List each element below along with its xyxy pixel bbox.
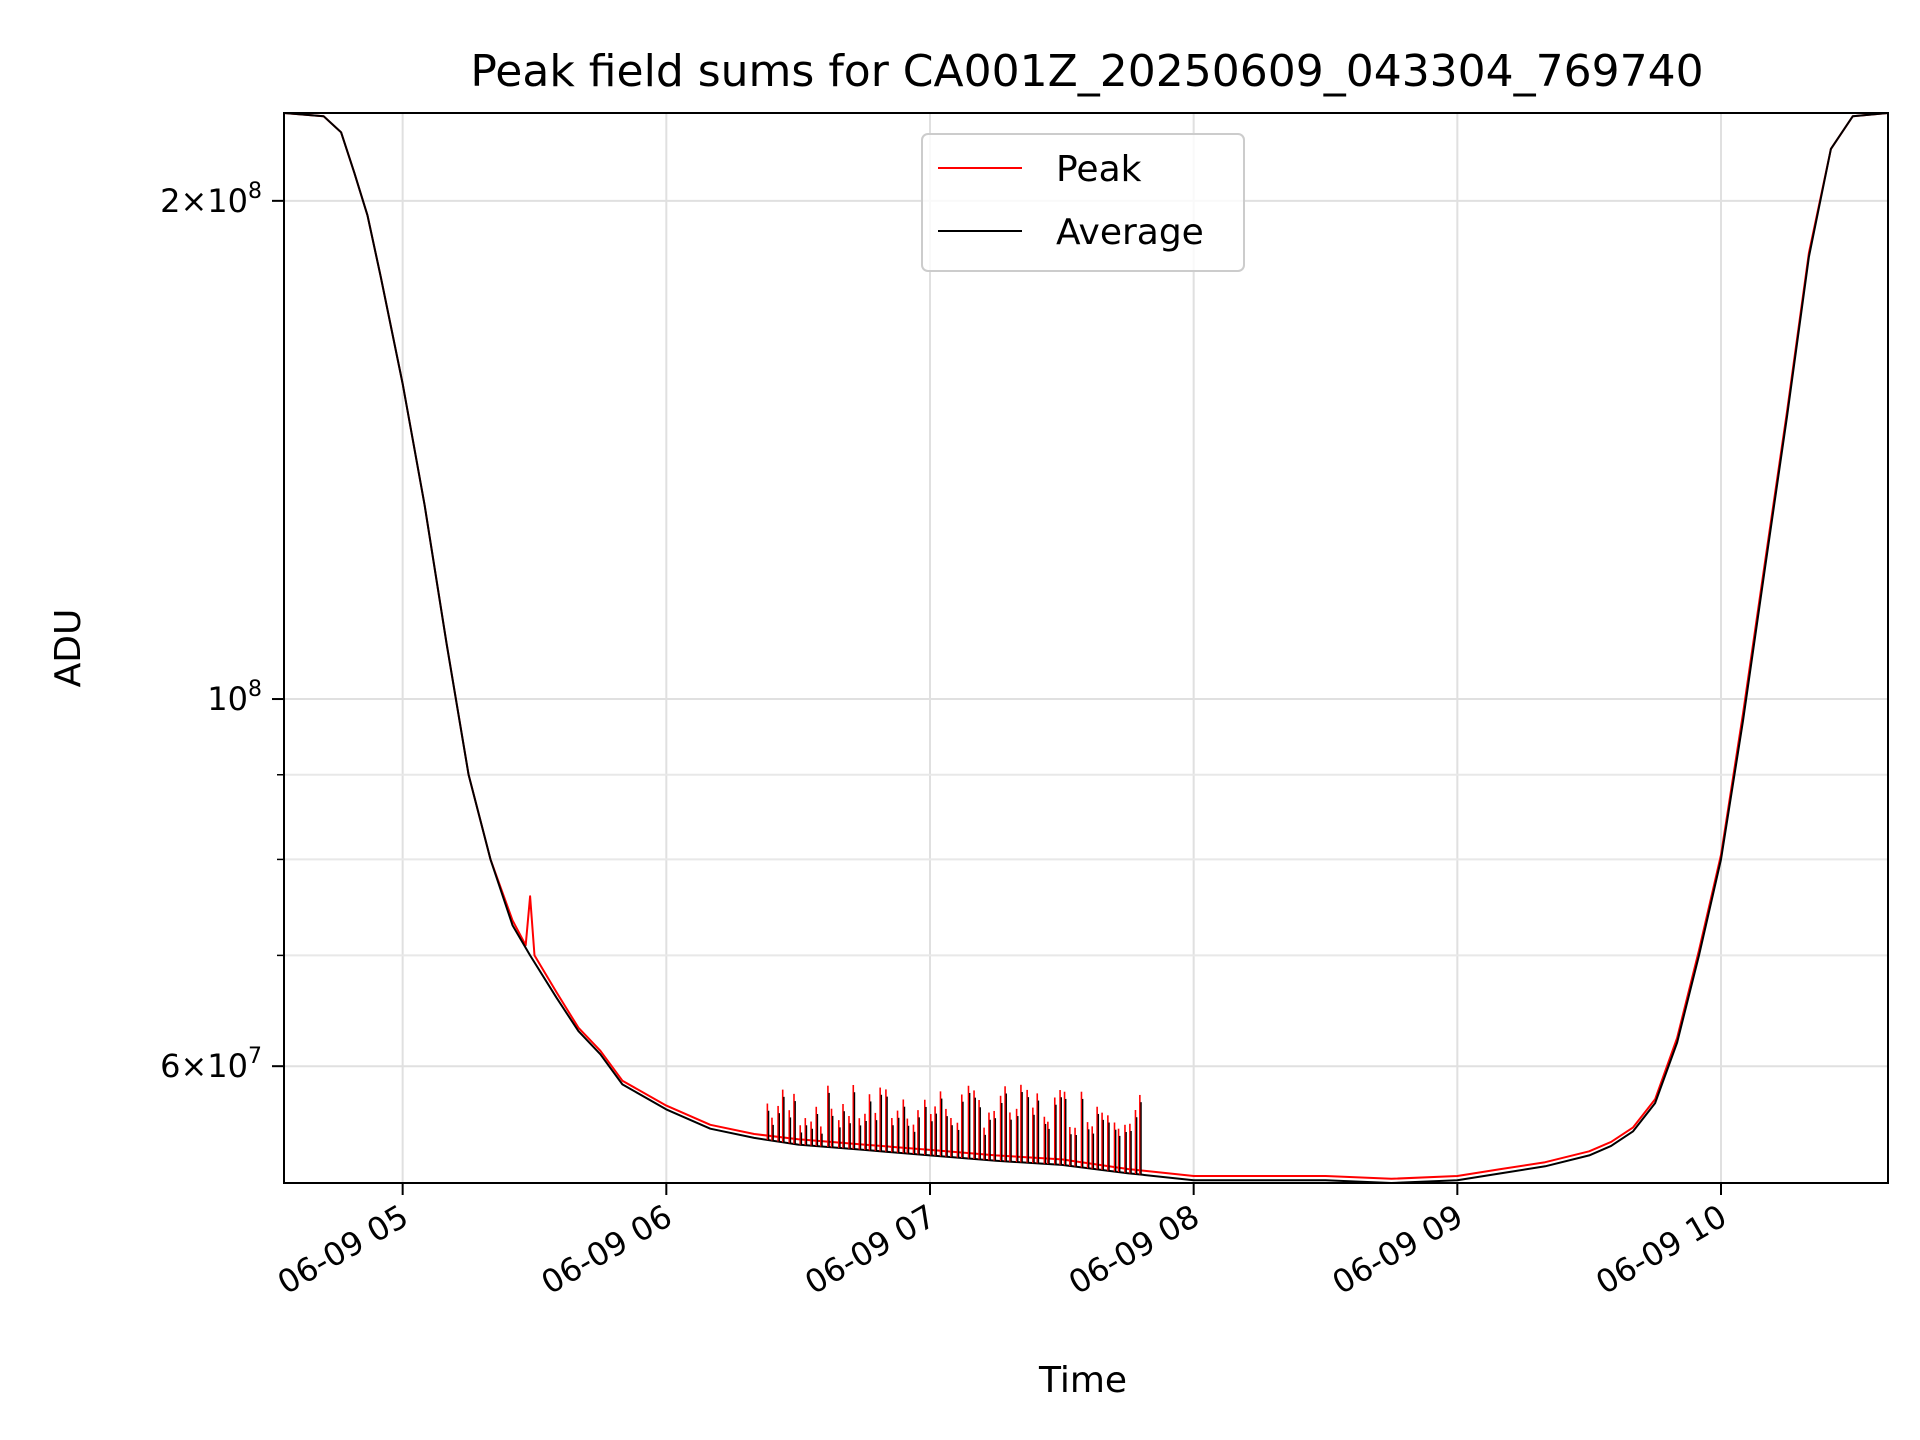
chart-title: Peak field sums for CA001Z_20250609_0433… — [470, 46, 1703, 97]
legend: Peak Average — [921, 133, 1245, 272]
legend-label-peak: Peak — [1056, 149, 1142, 190]
legend-label-average: Average — [1056, 212, 1204, 253]
x-axis-label: Time — [1038, 1360, 1127, 1401]
y-axis-label: ADU — [48, 609, 89, 688]
grid — [284, 113, 1888, 1183]
y-tick-label: 108 — [207, 677, 262, 718]
plot-frame — [283, 112, 1889, 1184]
y-tick-label: 2×108 — [160, 179, 262, 220]
y-tick-label: 6×107 — [160, 1044, 262, 1085]
y-axis: 2×108 108 6×107 — [160, 179, 284, 1085]
series-lines — [284, 113, 1888, 1183]
series-line-average — [284, 113, 1888, 1183]
